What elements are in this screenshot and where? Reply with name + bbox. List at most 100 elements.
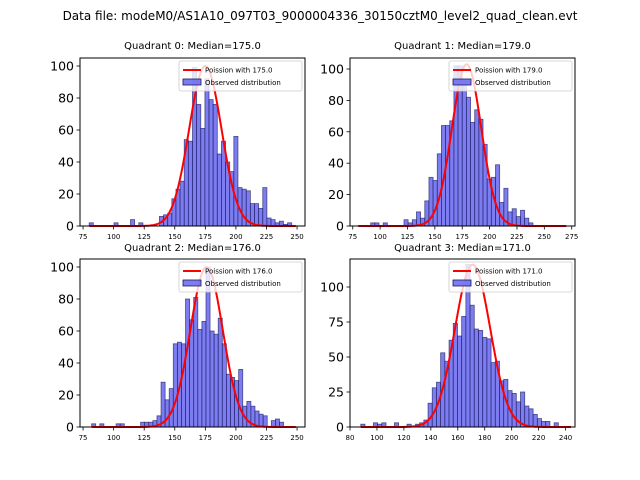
- y-tick-label: 20: [58, 187, 74, 202]
- x-tick-label: 225: [510, 233, 523, 241]
- histogram-bar: [208, 99, 214, 227]
- x-tick-label: 275: [565, 233, 578, 241]
- histogram-bar: [461, 81, 467, 227]
- histogram-bar: [416, 211, 422, 227]
- x-tick-label: 250: [290, 434, 303, 442]
- y-tick-label: 80: [58, 91, 74, 106]
- x-tick-label: 250: [290, 233, 303, 241]
- histogram-bar: [495, 164, 501, 227]
- x-tick-label: 200: [483, 233, 496, 241]
- x-tick-label: 225: [260, 233, 273, 241]
- x-tick-label: 75: [348, 233, 357, 241]
- histogram-bar: [536, 418, 542, 428]
- x-tick-label: 160: [451, 434, 464, 442]
- y-tick-label: 60: [58, 123, 74, 138]
- y-tick-label: 60: [328, 124, 344, 139]
- y-tick-label: 80: [58, 292, 74, 307]
- histogram-bar: [532, 413, 538, 428]
- histogram-bar: [262, 187, 268, 227]
- x-tick-label: 175: [199, 233, 212, 241]
- histogram-bar: [524, 405, 530, 428]
- x-tick-label: 125: [401, 233, 414, 241]
- panel-quadrant-0: Quadrant 0: Median=175.0 75 100 125 150 175 2…: [50, 41, 306, 241]
- panel-quadrant-3: Quadrant 3: Median=171.0 80 100 120 140 160 1…: [320, 243, 576, 442]
- histogram-bar: [172, 343, 178, 428]
- panel-title: Quadrant 1: Median=179.0: [394, 41, 531, 52]
- histogram-bar: [201, 320, 207, 428]
- x-tick-label: 75: [79, 233, 88, 241]
- legend: Poission with 179.0 Observed distribution: [448, 60, 573, 92]
- histogram-bar: [478, 329, 484, 428]
- x-tick-label: 220: [532, 434, 545, 442]
- histogram-bars: [88, 67, 293, 227]
- histogram-bar: [266, 217, 272, 227]
- x-tick-label: 180: [478, 434, 491, 442]
- x-tick-label: 150: [168, 233, 181, 241]
- y-tick-label: 50: [328, 350, 344, 365]
- legend-box: [178, 261, 303, 293]
- x-tick-label: 150: [168, 434, 181, 442]
- axes-frame: [79, 57, 306, 227]
- histogram-bar: [254, 203, 260, 227]
- histogram-bar: [482, 336, 488, 428]
- panel-quadrant-2: Quadrant 2: Median=176.0 75 100 125 150 175 2…: [50, 243, 306, 442]
- x-tick-label: 100: [107, 233, 120, 241]
- legend-box: [178, 60, 303, 92]
- histogram-bar: [233, 135, 239, 227]
- legend-label-poisson: Poission with 179.0: [475, 67, 543, 75]
- x-tick-label: 120: [397, 434, 410, 442]
- histogram-bar: [213, 333, 219, 428]
- histogram-bar: [520, 209, 526, 227]
- legend-label-observed: Observed distribution: [475, 280, 551, 288]
- y-tick-label: 100: [320, 61, 344, 76]
- x-tick-label: 175: [199, 434, 212, 442]
- legend-box: [448, 261, 573, 293]
- x-tick-label: 240: [559, 434, 572, 442]
- x-tick-label: 125: [138, 434, 151, 442]
- legend-bar-swatch: [182, 279, 202, 287]
- axes-frame: [79, 258, 306, 428]
- x-tick-label: 225: [260, 434, 273, 442]
- histogram-bar: [185, 298, 191, 428]
- panel-title: Quadrant 2: Median=176.0: [124, 243, 261, 254]
- histogram-bar: [187, 140, 193, 227]
- legend: Poission with 175.0 Observed distribution: [178, 60, 303, 92]
- suptitle: Data file: modeM0/AS1A10_097T03_90000043…: [63, 9, 578, 23]
- y-tick-label: 100: [320, 280, 344, 295]
- histogram-bar: [221, 343, 227, 428]
- histogram-bar: [212, 104, 218, 227]
- legend: Poission with 171.0 Observed distribution: [448, 261, 573, 293]
- y-tick-label: 75: [328, 315, 344, 330]
- panel-title: Quadrant 3: Median=171.0: [394, 243, 531, 254]
- x-tick-label: 100: [373, 233, 386, 241]
- histogram-bar: [465, 96, 471, 227]
- histogram-bar: [262, 415, 268, 428]
- y-tick-label: 20: [58, 388, 74, 403]
- histogram-bar: [197, 328, 203, 428]
- histogram-bar: [275, 418, 280, 428]
- legend-label-poisson: Poission with 176.0: [205, 268, 273, 276]
- histogram-bar: [528, 408, 534, 428]
- histogram-bar: [469, 304, 475, 428]
- histogram-bar: [258, 413, 264, 428]
- y-tick-label: 80: [328, 93, 344, 108]
- histogram-bar: [216, 153, 222, 227]
- x-tick-label: 100: [370, 434, 383, 442]
- legend-label-observed: Observed distribution: [205, 79, 281, 87]
- y-tick-label: 0: [66, 219, 74, 234]
- histogram-bar: [238, 368, 244, 428]
- y-tick-label: 100: [50, 260, 74, 275]
- axes-frame: [349, 258, 576, 428]
- legend-label-poisson: Poission with 171.0: [475, 268, 543, 276]
- histogram-bar: [524, 217, 530, 227]
- y-tick-label: 40: [328, 156, 344, 171]
- histogram-bar: [209, 330, 215, 428]
- y-tick-label: 0: [66, 420, 74, 435]
- x-tick-label: 100: [107, 434, 120, 442]
- x-tick-label: 200: [229, 233, 242, 241]
- histogram-bar: [179, 180, 185, 227]
- x-tick-label: 200: [229, 434, 242, 442]
- y-tick-label: 100: [50, 59, 74, 74]
- histogram-bar: [511, 392, 517, 428]
